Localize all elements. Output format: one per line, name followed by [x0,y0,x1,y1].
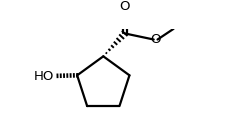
Text: HO: HO [33,70,54,83]
Text: O: O [149,33,160,46]
Text: O: O [119,0,129,13]
